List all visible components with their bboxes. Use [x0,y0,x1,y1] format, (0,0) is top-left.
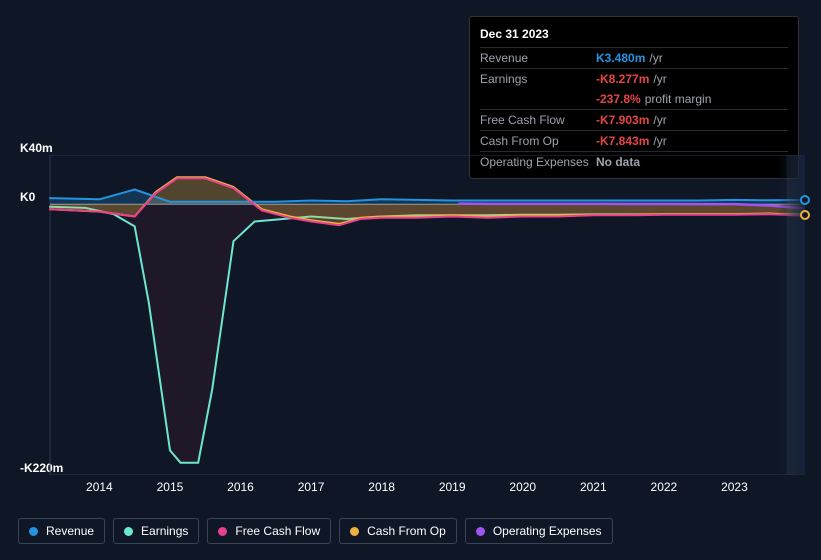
tooltip-row: Earnings-K8.277m/yr [480,68,788,89]
legend-swatch [124,527,133,536]
tooltip-metric-value: -K7.903m [596,113,649,127]
tooltip-metric-suffix: /yr [653,113,666,127]
legend-swatch [350,527,359,536]
y-axis-label: K40m [20,141,53,155]
x-axis-label: 2017 [298,480,325,494]
legend-label: Cash From Op [367,524,446,538]
legend-label: Revenue [46,524,94,538]
tooltip-row: Free Cash Flow-K7.903m/yr [480,109,788,130]
financials-chart[interactable] [15,155,805,500]
tooltip-row: Cash From Op-K7.843m/yr [480,130,788,151]
tooltip-metric-value: -237.8% [596,92,641,106]
legend-label: Operating Expenses [493,524,602,538]
legend-label: Free Cash Flow [235,524,320,538]
tooltip-metric-suffix: profit margin [645,92,712,106]
tooltip-metric-label: Revenue [480,51,596,65]
tooltip-metric-label: Cash From Op [480,134,596,148]
x-axis-label: 2016 [227,480,254,494]
series-end-marker [800,210,810,220]
tooltip-metric-value: -K8.277m [596,72,649,86]
legend-item-operating_expenses[interactable]: Operating Expenses [465,518,613,544]
tooltip-metric-label [480,92,596,106]
tooltip-metric-label: Free Cash Flow [480,113,596,127]
legend-item-cash_from_op[interactable]: Cash From Op [339,518,457,544]
legend-label: Earnings [141,524,188,538]
chart-legend: Revenue Earnings Free Cash Flow Cash From O… [18,518,613,544]
tooltip-metric-suffix: /yr [653,72,666,86]
legend-swatch [29,527,38,536]
x-axis-label: 2021 [580,480,607,494]
x-axis-label: 2015 [157,480,184,494]
legend-swatch [218,527,227,536]
tooltip-metric-value: -K7.843m [596,134,649,148]
tooltip-date: Dec 31 2023 [480,23,788,47]
tooltip-metric-label: Earnings [480,72,596,86]
tooltip-metric-suffix: /yr [653,134,666,148]
legend-item-revenue[interactable]: Revenue [18,518,105,544]
legend-item-free_cash_flow[interactable]: Free Cash Flow [207,518,331,544]
x-axis-label: 2023 [721,480,748,494]
series-end-marker [800,195,810,205]
tooltip-row: -237.8% profit margin [480,89,788,109]
x-axis-label: 2020 [509,480,536,494]
tooltip-metric-suffix: /yr [649,51,662,65]
x-axis: 2014 2015 2016 2017 2018 2019 2020 2021 2022 2023 [15,480,805,500]
legend-swatch [476,527,485,536]
legend-item-earnings[interactable]: Earnings [113,518,199,544]
tooltip-metric-value: K3.480m [596,51,645,65]
tooltip-row: RevenueK3.480m/yr [480,47,788,68]
x-axis-label: 2019 [439,480,466,494]
x-axis-label: 2018 [368,480,395,494]
x-axis-label: 2022 [651,480,678,494]
x-axis-label: 2014 [86,480,113,494]
